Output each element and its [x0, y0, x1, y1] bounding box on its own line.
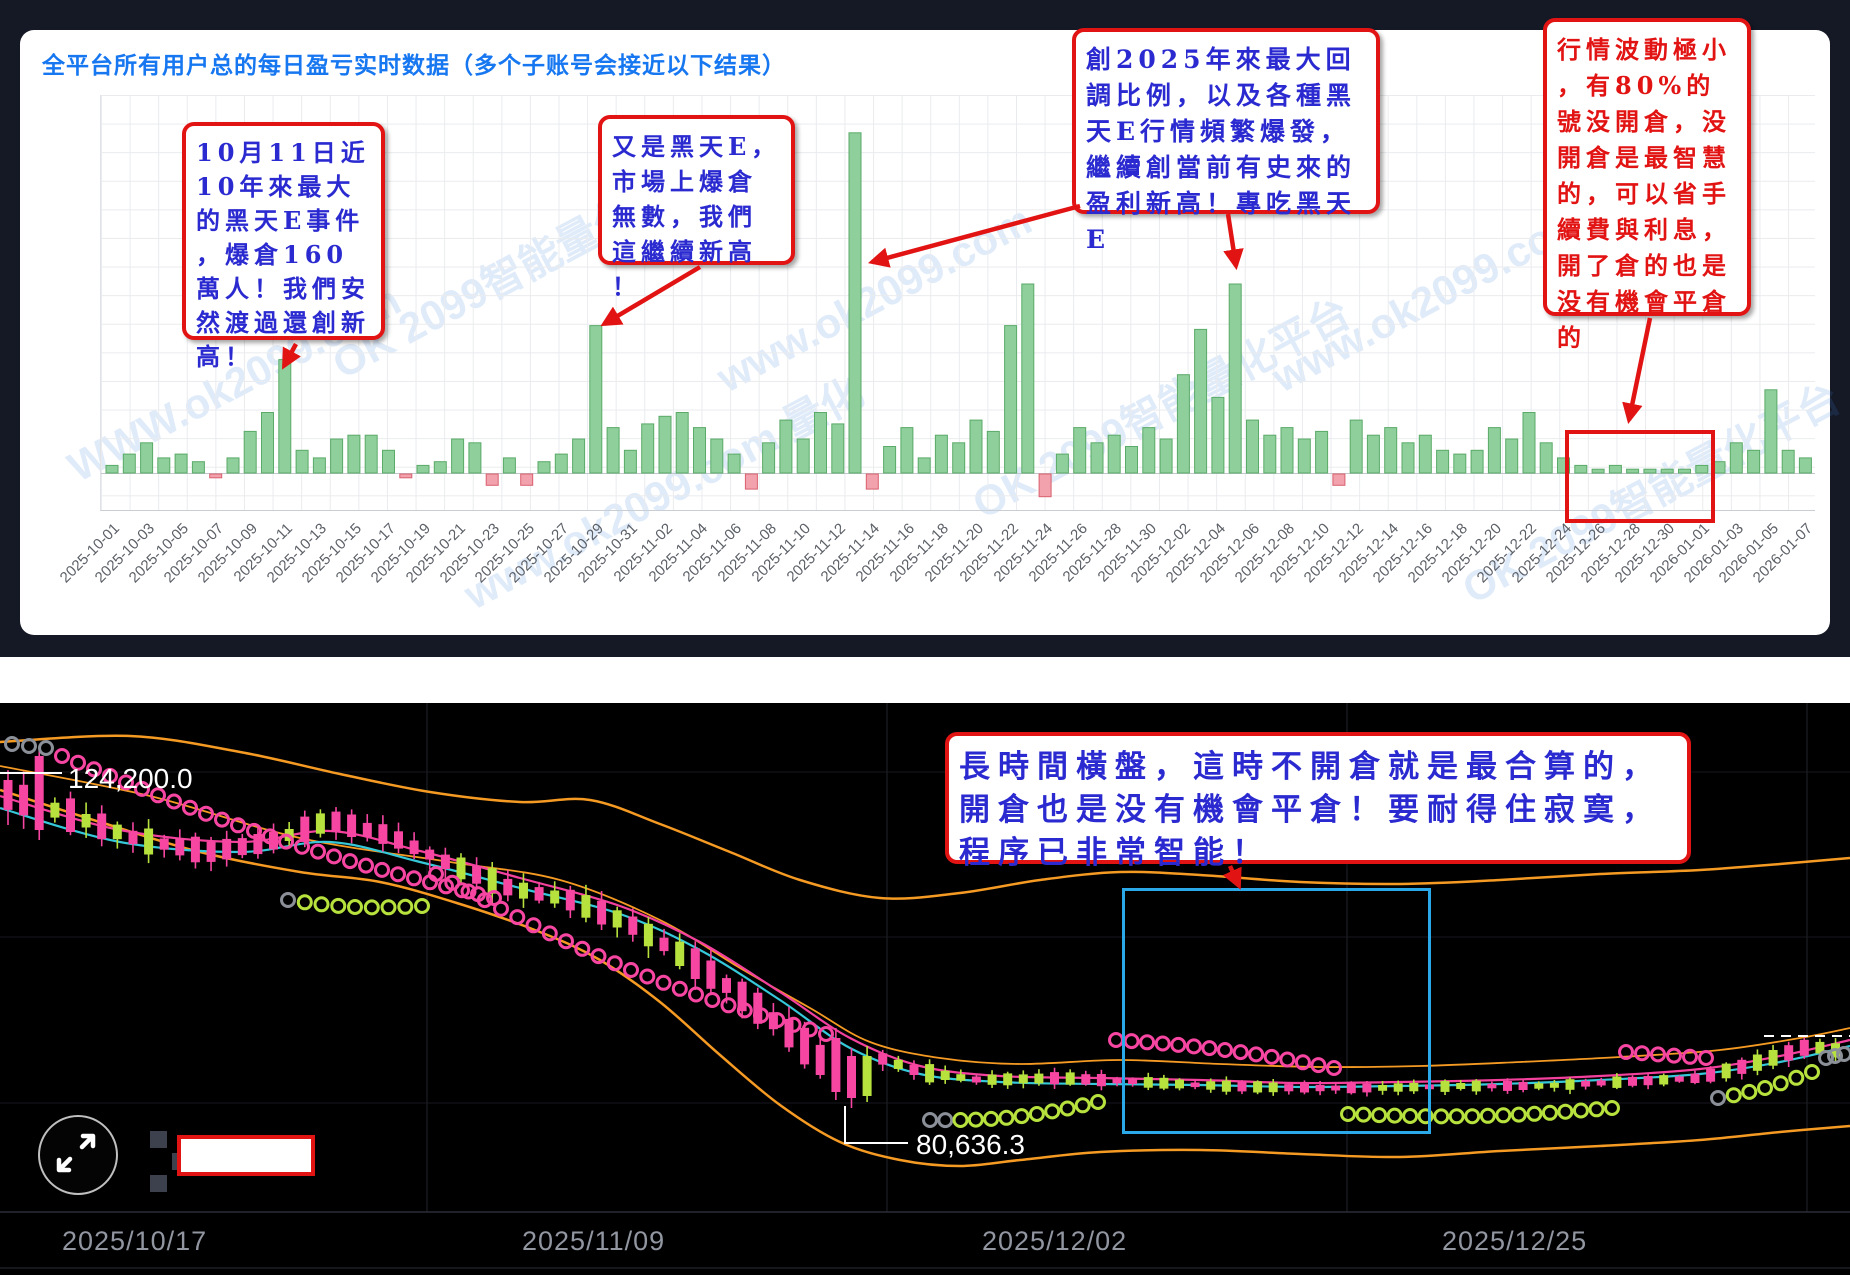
time-axis-label: 2025/12/02 — [982, 1226, 1128, 1256]
annotation-box-black-swan-again: 又是黑天E，市場上爆倉無數，我們這繼續新高！ — [598, 115, 795, 301]
zero-axis-line — [101, 473, 1815, 474]
time-axis-label: 2025/11/09 — [522, 1226, 666, 1256]
annotation-box-low-volatility: 行情波動極小，有80%的號没開倉，没開倉是最智慧的，可以省手續費與利息，開了倉的… — [1543, 18, 1751, 352]
expand-icon — [56, 1133, 96, 1173]
x-axis-tick-labels: 2025-10-01 2025-10-03 2025-10-05 2025-10-07… — [57, 514, 1817, 624]
expand-button[interactable] — [38, 1115, 118, 1195]
price-label-low: 80,636.3 — [916, 1129, 1025, 1160]
candlestick-chart[interactable]: 124,200.0 80,636.3 — [0, 703, 1850, 1275]
annotation-box-sideways-market: 長時間橫盤，這時不開倉就是最合算的，開倉也是没有機會平倉！要耐得住寂寞，程序已非… — [945, 732, 1691, 871]
annotation-box-black-swan-oct11: 10月11日近10年來最大的黑天E事件，爆倉160萬人！我們安然渡過還創新高！ — [182, 122, 385, 371]
flat-zone-highlight-rect — [1565, 430, 1715, 523]
time-axis-label: 2025/10/17 — [62, 1226, 208, 1256]
bar-chart — [105, 132, 1812, 498]
daily-pnl-card: 全平台所有用户总的每日盈亏实时数据（多个子账号会接近以下结果） WWW.ok20… — [20, 30, 1848, 635]
time-axis-label: 2025/12/25 — [1442, 1226, 1588, 1256]
bar-chart-plot — [100, 95, 1815, 511]
sideways-zone-highlight-rect — [1122, 888, 1431, 1134]
page-title: 全平台所有用户总的每日盈亏实时数据（多个子账号会接近以下结果） — [42, 52, 786, 78]
separator-band — [0, 657, 1850, 703]
redaction-box — [177, 1135, 315, 1176]
price-label-high: 124,200.0 — [68, 763, 193, 794]
annotation-box-max-drawdown: 創2025年來最大回調比例，以及各種黑天E行情頻繁爆發，繼續創當前有史來的盈利新… — [1072, 28, 1380, 254]
